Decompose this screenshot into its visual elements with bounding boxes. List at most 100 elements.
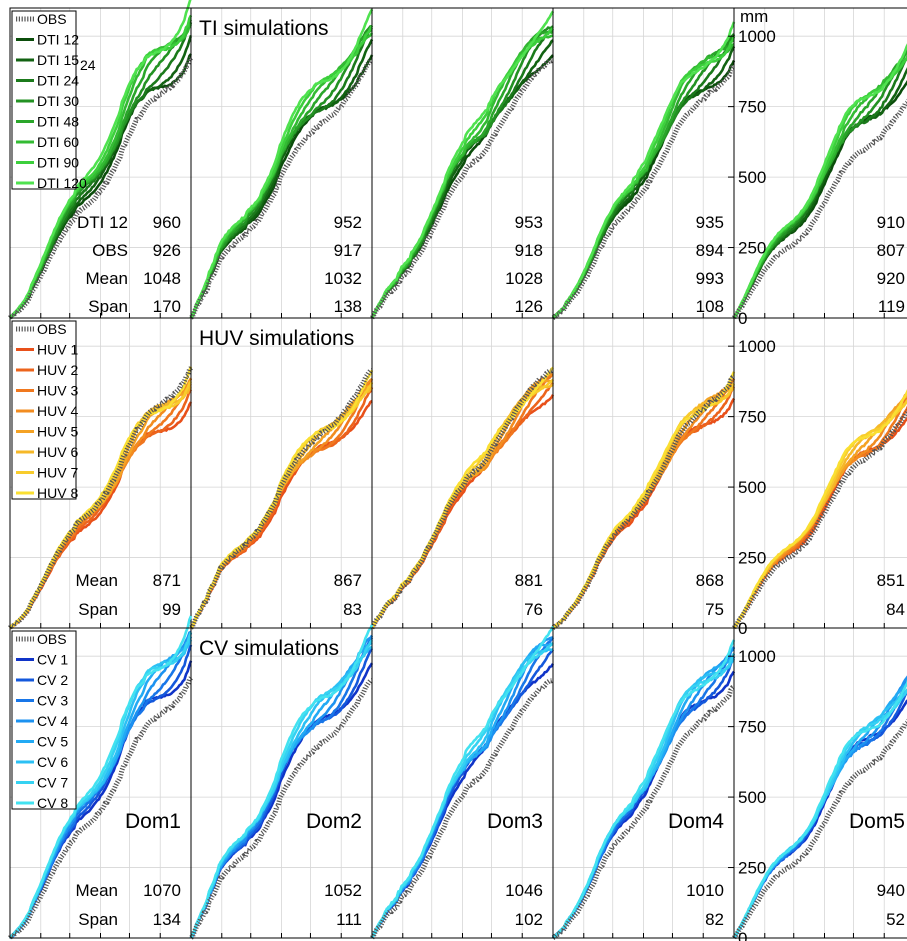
legend-label: HUV 3 — [37, 383, 78, 399]
series-huv-8 — [733, 389, 907, 629]
series-obs — [370, 367, 555, 630]
y-tick-label: 750 — [738, 718, 766, 737]
stat-label: Mean — [75, 571, 118, 590]
stat-value: 960 — [153, 213, 181, 232]
legend-label: DTI 24 — [37, 73, 79, 89]
legend-label: CV 5 — [37, 734, 68, 750]
series-dti-120 — [370, 10, 555, 319]
domain-label: Dom1 — [125, 810, 181, 833]
series-dti-120 — [189, 8, 374, 319]
domain-label: Dom4 — [668, 810, 724, 833]
domain-label: Dom3 — [487, 810, 543, 833]
stat-value: 953 — [515, 213, 543, 232]
series-obs — [731, 408, 907, 630]
series-obs — [731, 718, 907, 940]
y-tick-label: 750 — [738, 98, 766, 117]
panel-cv-dom4: 1010 82 Dom4 — [551, 627, 736, 940]
stat-value: 1052 — [324, 881, 362, 900]
legend-label: HUV 6 — [37, 444, 78, 460]
legend-label: DTI 120 — [37, 175, 87, 191]
stat-label: Mean — [85, 269, 128, 288]
legend-label: OBS — [37, 321, 67, 337]
series-huv-8 — [370, 366, 554, 629]
stat-label: DTI 12 — [77, 213, 128, 232]
domain-label: Dom5 — [849, 810, 905, 833]
stat-value: 871 — [153, 571, 181, 590]
stat-label: Span — [78, 910, 118, 929]
stat-value: 52 — [886, 910, 905, 929]
stat-value: 170 — [153, 297, 181, 316]
y-unit-label: mm — [740, 7, 768, 26]
legend-label: CV 6 — [37, 754, 68, 770]
panel-huv-dom4: 868 75 — [551, 317, 736, 630]
panel-ti-dom1: 960 926 1048 170 DTI 12 OBS Mean Span — [8, 0, 193, 320]
y-tick-label: 1000 — [738, 647, 776, 666]
legend-label: CV 4 — [37, 713, 68, 729]
series-dti-120 — [9, 0, 192, 320]
series-obs — [551, 64, 736, 320]
panel-cv-dom5: 940 52 Dom5 — [731, 627, 907, 940]
stat-value: 84 — [886, 600, 905, 619]
y-tick-label: 500 — [738, 788, 766, 807]
legend-label: CV 2 — [37, 672, 68, 688]
legend-label: DTI 15 — [37, 52, 79, 68]
panel-ti-dom4: 935 894 993 108 — [551, 7, 736, 320]
legend-label: HUV 1 — [37, 342, 78, 358]
stat-value: 119 — [878, 297, 905, 316]
series-dti-120 — [552, 21, 736, 319]
legend-label: CV 7 — [37, 775, 68, 791]
legend-label: CV 1 — [37, 652, 68, 668]
panel-ti-dom2: 952 917 1032 138 — [189, 7, 374, 320]
legend-label: OBS — [37, 11, 67, 27]
series-obs — [8, 366, 193, 630]
stat-value: 1032 — [324, 269, 362, 288]
stat-value: 881 — [515, 571, 543, 590]
series-obs — [370, 677, 555, 940]
stat-value: 867 — [334, 571, 362, 590]
row-title: TI simulations — [199, 17, 329, 40]
y-tick-label: 500 — [738, 478, 766, 497]
stat-value: 138 — [334, 297, 362, 316]
series-obs — [731, 98, 907, 320]
y-axis: 0 250 500 750 1000 — [728, 8, 776, 328]
y-tick-label: 0 — [738, 929, 747, 941]
annotation: 24 — [80, 57, 96, 73]
stat-value: 952 — [334, 213, 362, 232]
row-title: HUV simulations — [199, 327, 354, 350]
stat-value: 134 — [153, 910, 181, 929]
stat-value: 1028 — [505, 269, 543, 288]
panel-cv-dom3: 1046 102 Dom3 — [370, 625, 555, 940]
stat-label: Span — [88, 297, 128, 316]
y-tick-label: 1000 — [738, 27, 776, 46]
stat-value: 83 — [343, 600, 362, 619]
stat-value: 935 — [696, 213, 724, 232]
legend: OBS DTI 12 DTI 15 DTI 24 DTI 30 DTI 48 DTI 60 D… — [11, 10, 87, 191]
series-obs — [551, 374, 736, 630]
domain-label: Dom2 — [306, 810, 362, 833]
series-obs — [551, 684, 736, 940]
y-tick-label: 250 — [738, 859, 766, 878]
panel-huv-dom1: 871 99 Mean Span — [8, 317, 193, 630]
stat-label: Span — [78, 600, 118, 619]
series-obs — [189, 367, 373, 630]
stat-value: 102 — [515, 910, 543, 929]
series-cv-8 — [552, 639, 736, 940]
series-obs — [8, 676, 193, 940]
stat-value: 76 — [524, 600, 543, 619]
stat-label: Mean — [75, 881, 118, 900]
legend-label: DTI 48 — [37, 114, 79, 130]
series-huv-8 — [8, 366, 193, 629]
legend-label: CV 3 — [37, 693, 68, 709]
stat-value: 1048 — [143, 269, 181, 288]
stat-value: 111 — [336, 910, 362, 929]
y-tick-label: 0 — [738, 309, 747, 328]
stat-value: 75 — [705, 600, 724, 619]
panel-huv-dom5: 851 84 — [731, 317, 907, 630]
stat-value: 993 — [696, 269, 724, 288]
stat-value: 82 — [705, 910, 724, 929]
legend-label: DTI 30 — [37, 93, 79, 109]
stat-value: 1046 — [505, 881, 543, 900]
y-axis: 0 250 500 750 1000 — [728, 628, 776, 941]
series-cv-8 — [189, 624, 374, 939]
